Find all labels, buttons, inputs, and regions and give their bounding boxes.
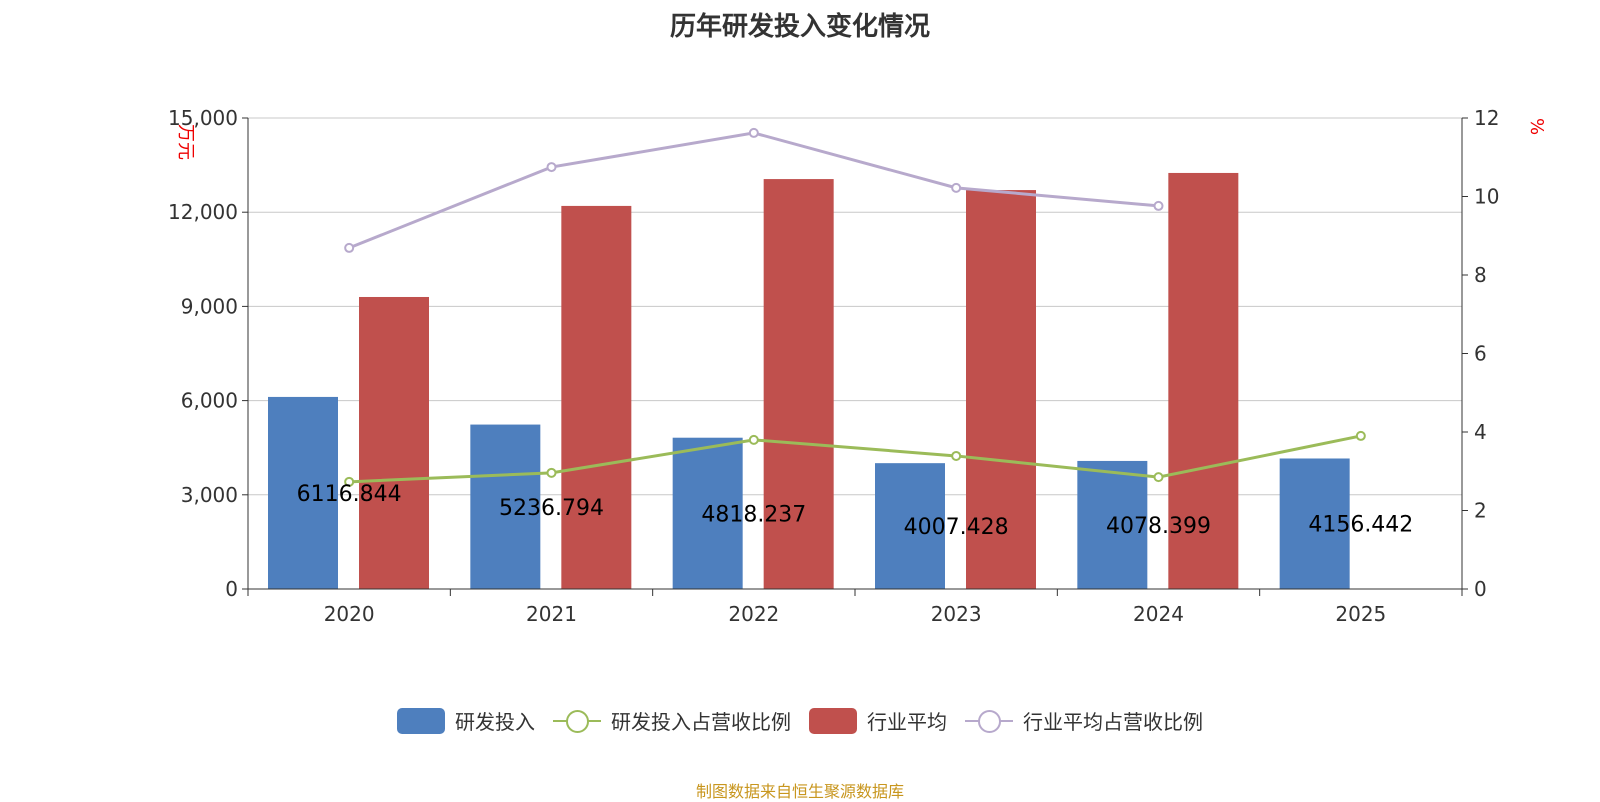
- bar-rd: [470, 424, 541, 589]
- y-tick-label: 9,000: [181, 294, 238, 318]
- chart-title: 历年研发投入变化情况: [669, 12, 930, 42]
- legend-label: 研发投入占营收比例: [611, 710, 791, 734]
- bar-industry: [561, 205, 632, 590]
- bar-rd: [1279, 458, 1350, 589]
- data-label: 4818.237: [701, 502, 806, 527]
- line-rd-ratio-point: [344, 476, 355, 487]
- x-tick-label: 2025: [1335, 602, 1386, 626]
- legend-item-industry-ratio[interactable]: 行业平均占营收比例: [965, 706, 1203, 735]
- y-tick-label: 6,000: [181, 389, 238, 413]
- line-rd-ratio-point: [1355, 430, 1366, 441]
- legend-label: 行业平均: [867, 710, 947, 734]
- line-industry-ratio-point: [951, 182, 962, 193]
- line-industry-ratio-point: [344, 242, 355, 253]
- x-tick-label: 2023: [931, 602, 982, 626]
- y-right-tick-label: 10: [1474, 185, 1499, 209]
- bar-industry: [966, 190, 1036, 590]
- legend: 研发投入 研发投入占营收比例 行业平均 行业平均占营收比例: [0, 706, 1600, 735]
- line-industry-ratio: [348, 131, 1159, 250]
- bar-industry: [763, 179, 834, 589]
- y-tick-label: 3,000: [181, 483, 238, 507]
- line-rd-ratio: [349, 434, 1362, 484]
- legend-item-industry[interactable]: 行业平均: [809, 706, 947, 735]
- y-right-tick-label: 8: [1474, 263, 1487, 287]
- x-tick-label: 2024: [1133, 602, 1184, 626]
- x-tick-label: 2022: [728, 602, 779, 626]
- bar-rd: [268, 396, 338, 589]
- y-tick-label: 12,000: [168, 200, 238, 224]
- legend-swatch: [397, 707, 445, 734]
- legend-line-icon: [553, 708, 601, 734]
- data-label: 4007.428: [904, 515, 1009, 540]
- y-right-axis-label: %: [1526, 118, 1547, 135]
- bar-rd: [1077, 460, 1148, 589]
- bar-rd: [672, 437, 743, 589]
- x-tick-label: 2021: [526, 602, 577, 626]
- line-industry-ratio-point: [748, 127, 759, 138]
- data-label: 4078.399: [1106, 514, 1211, 539]
- data-label: 6116.844: [297, 482, 402, 507]
- legend-item-rd-ratio[interactable]: 研发投入占营收比例: [553, 706, 791, 735]
- data-label: 5236.794: [499, 496, 604, 521]
- y-right-tick-label: 6: [1474, 342, 1487, 366]
- legend-label: 研发投入: [455, 710, 535, 734]
- y-axis-label: 万元: [175, 124, 196, 160]
- y-right-tick-label: 0: [1474, 577, 1487, 601]
- line-rd-ratio-point: [1153, 472, 1164, 483]
- line-rd-ratio-point: [748, 434, 759, 445]
- line-rd-ratio-point: [951, 450, 962, 461]
- line-industry-ratio-point: [546, 162, 557, 173]
- bar-industry: [1168, 172, 1239, 589]
- legend-line-icon: [965, 708, 1013, 734]
- line-rd-ratio-point: [546, 467, 557, 478]
- y-tick-label: 0: [225, 577, 238, 601]
- y-right-tick-label: 4: [1474, 420, 1487, 444]
- bar-industry: [359, 296, 429, 589]
- legend-label: 行业平均占营收比例: [1023, 710, 1203, 734]
- legend-item-rd[interactable]: 研发投入: [397, 706, 535, 735]
- y-right-tick-label: 2: [1474, 499, 1487, 523]
- y-tick-label: 15,000: [168, 106, 238, 130]
- x-tick-label: 2020: [324, 602, 375, 626]
- legend-swatch: [809, 707, 857, 734]
- bar-rd: [875, 463, 945, 589]
- y-right-tick-label: 12: [1474, 106, 1499, 130]
- data-label: 4156.442: [1308, 513, 1413, 538]
- line-industry-ratio-point: [1153, 200, 1164, 211]
- source-note: 制图数据来自恒生聚源数据库: [695, 782, 904, 801]
